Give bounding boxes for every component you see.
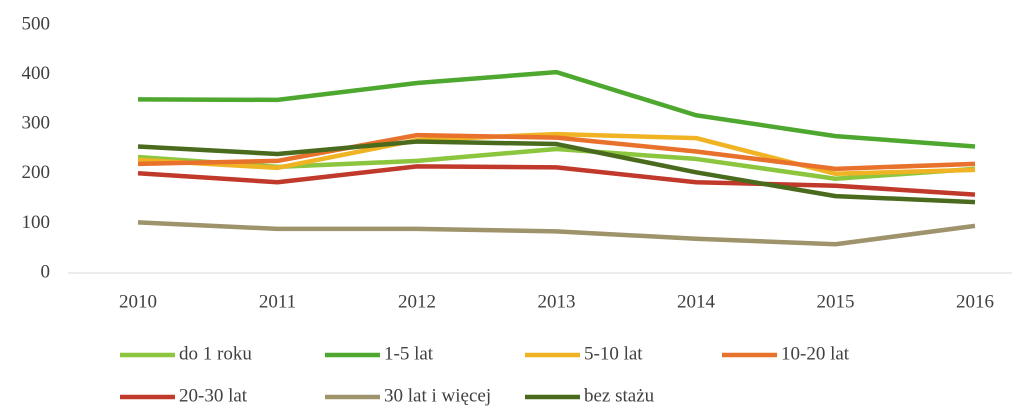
series-line bbox=[137, 164, 976, 197]
legend-label: 30 lat i więcej bbox=[384, 385, 491, 406]
legend-label: 5-10 lat bbox=[584, 343, 643, 364]
x-tick-label: 2016 bbox=[956, 291, 994, 312]
x-tick-label: 2015 bbox=[817, 291, 855, 312]
legend-label: 10-20 lat bbox=[781, 343, 850, 364]
y-tick-label: 0 bbox=[41, 261, 51, 282]
series-line bbox=[137, 132, 976, 172]
y-tick-label: 100 bbox=[22, 212, 51, 233]
y-tick-label: 200 bbox=[22, 162, 51, 183]
y-tick-label: 300 bbox=[22, 113, 51, 134]
legend-label: bez stażu bbox=[584, 385, 655, 406]
x-tick-label: 2011 bbox=[259, 291, 296, 312]
y-tick-label: 400 bbox=[22, 63, 51, 84]
x-tick-label: 2010 bbox=[119, 291, 157, 312]
series-line bbox=[137, 139, 976, 205]
series-line bbox=[137, 220, 976, 247]
x-tick-label: 2012 bbox=[398, 291, 436, 312]
y-tick-label: 500 bbox=[22, 13, 51, 34]
legend-label: do 1 roku bbox=[179, 343, 252, 364]
x-tick-label: 2014 bbox=[677, 291, 716, 312]
legend-label: 20-30 lat bbox=[179, 385, 248, 406]
series-line bbox=[137, 69, 976, 149]
legend-label: 1-5 lat bbox=[384, 343, 434, 364]
x-tick-label: 2013 bbox=[538, 291, 576, 312]
series-line bbox=[137, 131, 976, 177]
